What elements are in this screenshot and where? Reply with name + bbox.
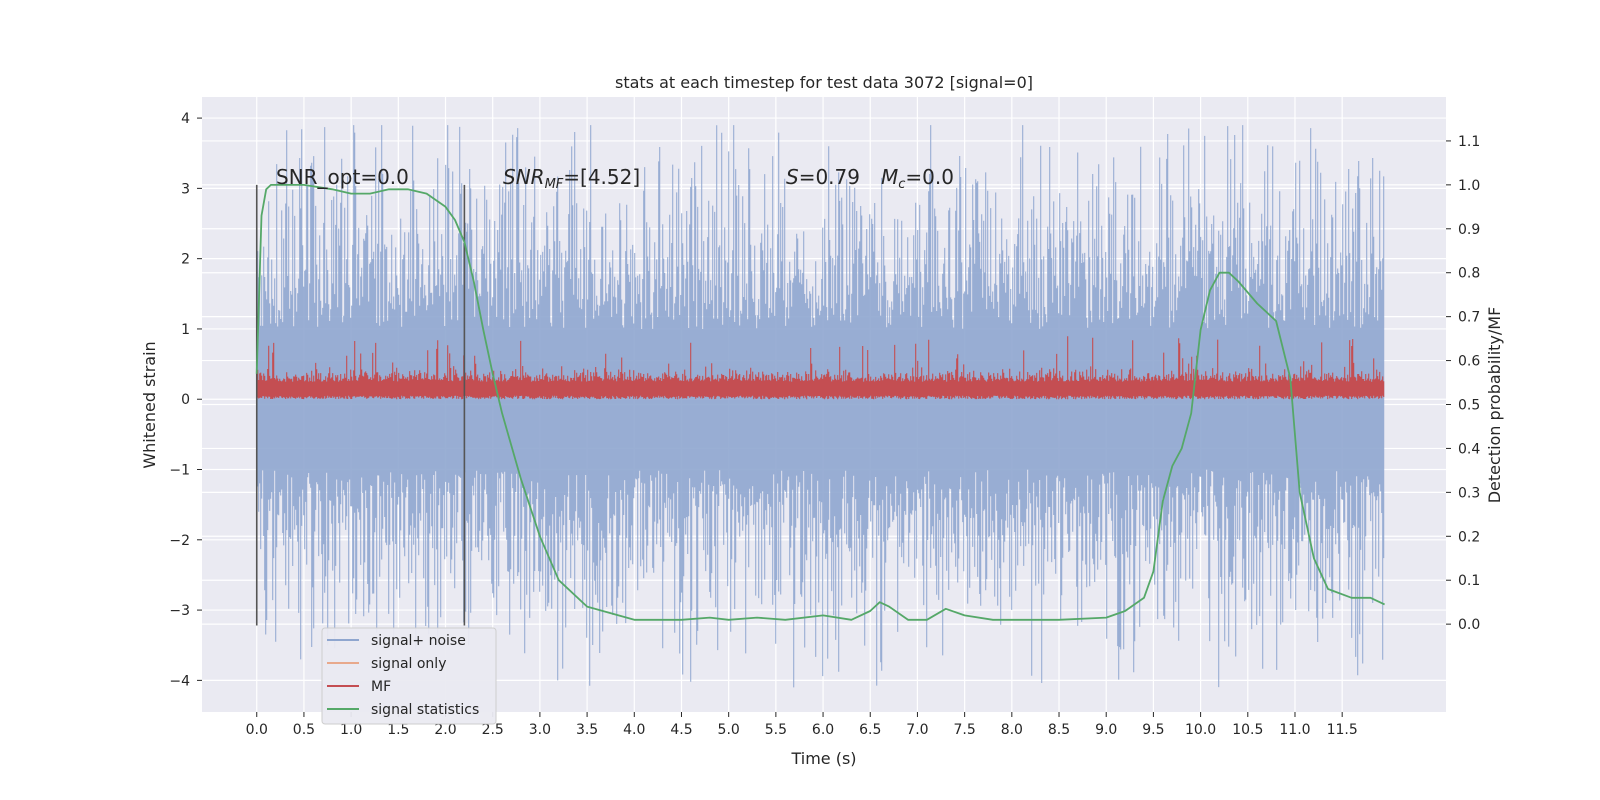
annotation-s: S=0.79 — [786, 165, 860, 189]
annotation-snr-mf-main: SNR — [503, 165, 545, 189]
legend-label-signal-only: signal only — [371, 656, 446, 672]
x-tick-label: 5.5 — [765, 722, 787, 738]
x-tick-label: 9.0 — [1095, 722, 1117, 738]
x-tick-label: 6.0 — [812, 722, 834, 738]
x-tick-label: 4.5 — [670, 722, 692, 738]
x-tick-label: 0.0 — [246, 722, 268, 738]
x-tick-label: 8.5 — [1048, 722, 1070, 738]
chart-title: stats at each timestep for test data 307… — [615, 73, 1033, 92]
annotation-s-label: S — [786, 165, 799, 189]
annotation-s-value: =0.79 — [799, 165, 860, 189]
legend: signal+ noise signal only MF signal stat… — [321, 627, 497, 725]
x-tick-label: 2.5 — [482, 722, 504, 738]
x-tick-label: 7.0 — [906, 722, 928, 738]
x-axis: 0.0 0.5 1.0 1.5 2.0 2.5 3.0 3.5 4.0 4.5 5.0 5.5 6.0 6… — [246, 712, 1358, 738]
y2-tick-label: 0.3 — [1458, 485, 1480, 501]
annotations: SNR_opt=0.0 SNRMF=[4.52] S=0.79 Mc=0.0 — [276, 165, 954, 192]
y-tick-label: −1 — [169, 463, 190, 479]
x-tick-label: 1.0 — [340, 722, 362, 738]
x-tick-label: 11.5 — [1327, 722, 1358, 738]
y-tick-label: 3 — [181, 181, 190, 197]
y-axis-right: 1.1 1.0 0.9 0.8 0.7 0.6 0.5 0.4 0.3 0.2 0.1 0.0 — [1446, 134, 1480, 633]
y-axis-label: Whitened strain — [140, 341, 159, 468]
y-tick-label: 1 — [181, 322, 190, 338]
x-tick-label: 4.0 — [623, 722, 645, 738]
y-tick-label: −4 — [169, 673, 190, 689]
legend-box — [321, 627, 497, 725]
y2-tick-label: 0.6 — [1458, 354, 1480, 370]
vertical-markers — [255, 184, 466, 626]
y2-tick-label: 0.9 — [1458, 222, 1480, 238]
y2-tick-label: 0.0 — [1458, 617, 1480, 633]
x-axis-label: Time (s) — [790, 749, 856, 768]
signal-statistics-line — [255, 184, 1385, 621]
y-tick-label: −3 — [169, 603, 190, 619]
y2-tick-label: 0.4 — [1458, 441, 1480, 457]
y2-tick-label: 1.1 — [1458, 134, 1480, 150]
x-tick-label: 6.5 — [859, 722, 881, 738]
annotation-mc: Mc=0.0 — [881, 165, 954, 192]
y2-tick-label: 1.0 — [1458, 178, 1480, 194]
x-tick-label: 10.5 — [1232, 722, 1263, 738]
y2-tick-label: 0.7 — [1458, 310, 1480, 326]
annotation-snr-mf-sub: MF — [545, 177, 564, 192]
y2-tick-label: 0.8 — [1458, 266, 1480, 282]
annotation-mc-sub: c — [898, 177, 905, 192]
legend-label-mf: MF — [371, 679, 391, 695]
x-tick-label: 0.5 — [293, 722, 315, 738]
annotation-mc-value: =0.0 — [905, 165, 954, 189]
x-tick-label: 5.0 — [718, 722, 740, 738]
x-tick-label: 3.0 — [529, 722, 551, 738]
legend-label-signal-statistics: signal statistics — [371, 702, 479, 718]
x-tick-label: 7.5 — [954, 722, 976, 738]
series-signal-statistics — [255, 184, 1385, 621]
y-tick-label: 2 — [181, 252, 190, 268]
annotation-snr-opt: SNR_opt=0.0 — [276, 165, 409, 189]
y-tick-label: 4 — [181, 111, 190, 127]
y-axis-left: 4 3 2 1 0 −1 −2 −3 −4 — [169, 111, 202, 689]
x-tick-label: 8.0 — [1001, 722, 1023, 738]
y2-axis-label: Detection probability/MF — [1485, 307, 1504, 504]
annotation-snr-mf: SNRMF=[4.52] — [503, 165, 640, 192]
x-tick-label: 1.5 — [387, 722, 409, 738]
annotation-mc-label: M — [881, 165, 898, 189]
annotation-snr-mf-value: =[4.52] — [563, 165, 640, 189]
y2-tick-label: 0.1 — [1458, 573, 1480, 589]
y-tick-label: 0 — [181, 392, 190, 408]
x-tick-label: 3.5 — [576, 722, 598, 738]
x-tick-label: 2.0 — [434, 722, 456, 738]
y2-tick-label: 0.5 — [1458, 398, 1480, 414]
legend-label-signal-noise: signal+ noise — [371, 633, 466, 649]
y2-tick-label: 0.2 — [1458, 529, 1480, 545]
x-tick-label: 9.5 — [1142, 722, 1164, 738]
y-tick-label: −2 — [169, 533, 190, 549]
x-tick-label: 11.0 — [1279, 722, 1310, 738]
x-tick-label: 10.0 — [1185, 722, 1216, 738]
